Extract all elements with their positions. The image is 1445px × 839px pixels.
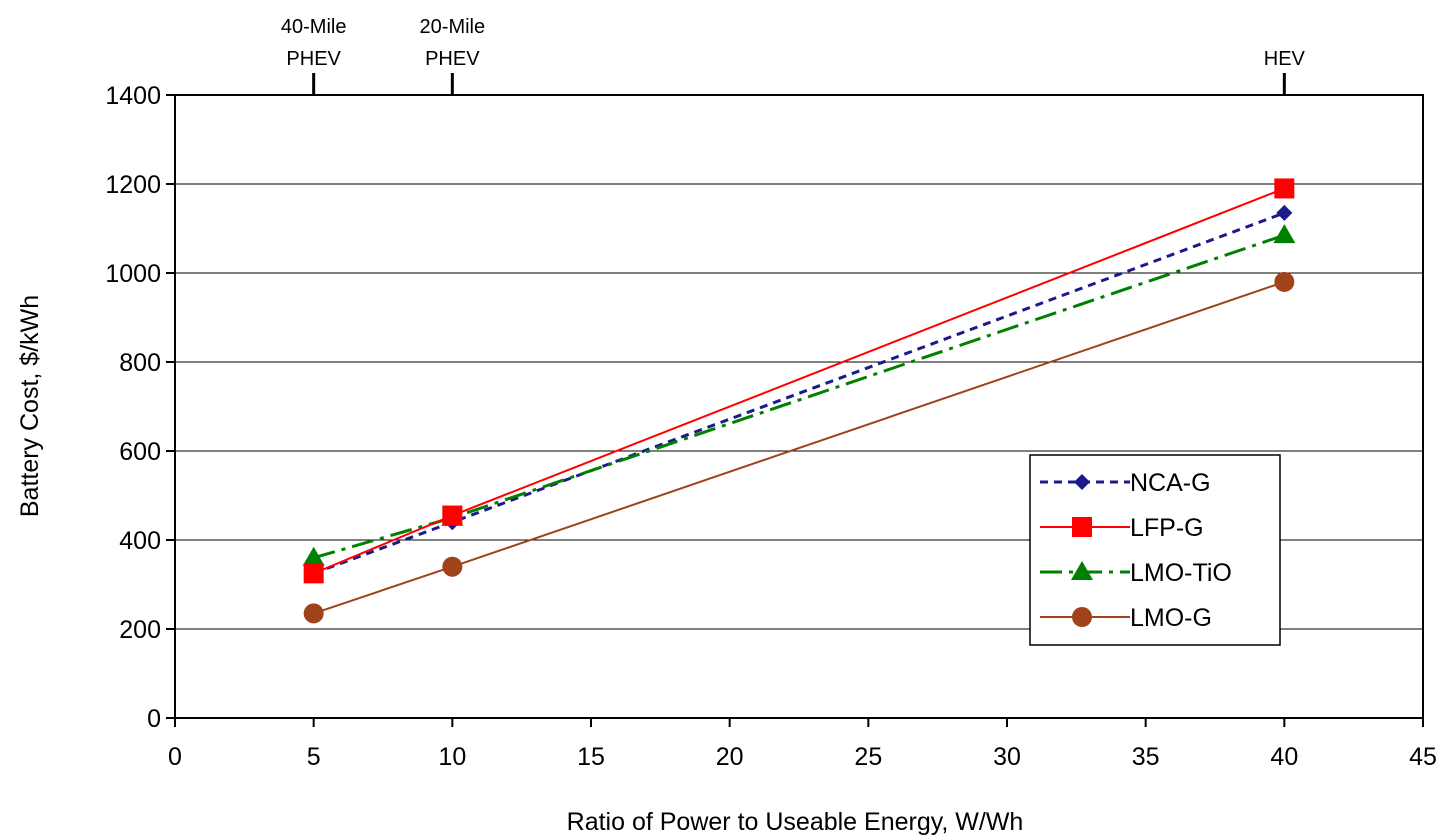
- data-point-lfp-g: [1274, 178, 1295, 199]
- plot-frame: [174, 94, 1424, 719]
- data-point-nca-g: [1276, 204, 1293, 221]
- x-tick-label: 20: [716, 743, 744, 771]
- y-tick-label: 600: [119, 438, 161, 466]
- x-tick-label: 25: [854, 743, 882, 771]
- y-tick-label: 1000: [105, 260, 161, 288]
- x-tick-label: 15: [577, 743, 605, 771]
- x-tick-label: 45: [1409, 743, 1437, 771]
- data-point-lfp-g: [442, 505, 463, 526]
- x-axis-title: Ratio of Power to Useable Energy, W/Wh: [567, 808, 1024, 836]
- data-point-lmo-g: [303, 603, 324, 624]
- legend: NCA-G LFP-G LMO-TiO LMO-G: [1029, 454, 1281, 646]
- y-tick-label: 800: [119, 349, 161, 377]
- top-annotation-label: HEV: [1264, 48, 1306, 70]
- y-tick-label: 200: [119, 616, 161, 644]
- data-point-lmo-tio: [1273, 224, 1296, 244]
- top-annotation-label: PHEV: [286, 48, 341, 70]
- top-annotation-label: 40-Mile: [281, 16, 347, 38]
- x-tick-label: 5: [307, 743, 321, 771]
- series-line-lmo-tio: [313, 233, 1285, 560]
- data-point-lmo-g: [1274, 271, 1295, 292]
- legend-box: [1029, 454, 1281, 646]
- legend-marker-nca-g: [1074, 474, 1090, 490]
- y-axis-title: Battery Cost, $/kWh: [16, 295, 44, 517]
- top-annotation-label: 20-Mile: [420, 16, 486, 38]
- legend-marker-lmo-g: [1072, 607, 1092, 627]
- x-axis-ticks: 0 5 10 15 20 25 30 35 40 45: [168, 718, 1437, 771]
- top-annotation-label: PHEV: [425, 48, 480, 70]
- plot-border: [174, 94, 1424, 719]
- y-tick-label: 400: [119, 527, 161, 555]
- legend-label-nca-g: NCA-G: [1130, 469, 1211, 497]
- y-tick-label: 1200: [105, 171, 161, 199]
- data-point-lmo-g: [442, 556, 463, 577]
- data-point-lmo-tio: [302, 546, 325, 566]
- legend-label-lmo-g: LMO-G: [1130, 604, 1212, 632]
- legend-label-lmo-tio: LMO-TiO: [1130, 559, 1232, 587]
- legend-label-lfp-g: LFP-G: [1130, 514, 1204, 542]
- x-tick-label: 35: [1132, 743, 1160, 771]
- legend-marker-lfp-g: [1072, 517, 1092, 537]
- series-layer: [302, 178, 1296, 624]
- legend-marker-lmo-tio: [1071, 561, 1093, 580]
- top-annotations: 40-Mile PHEV 20-Mile PHEV HEV: [281, 16, 1306, 96]
- x-tick-label: 10: [438, 743, 466, 771]
- x-tick-label: 40: [1270, 743, 1298, 771]
- x-tick-label: 30: [993, 743, 1021, 771]
- y-tick-label: 1400: [105, 82, 161, 110]
- x-tick-label: 0: [168, 743, 182, 771]
- y-axis-ticks: 0 200 400 600 800 1000 1200 1400: [105, 82, 175, 733]
- y-tick-label: 0: [147, 705, 161, 733]
- data-point-lfp-g: [303, 563, 324, 584]
